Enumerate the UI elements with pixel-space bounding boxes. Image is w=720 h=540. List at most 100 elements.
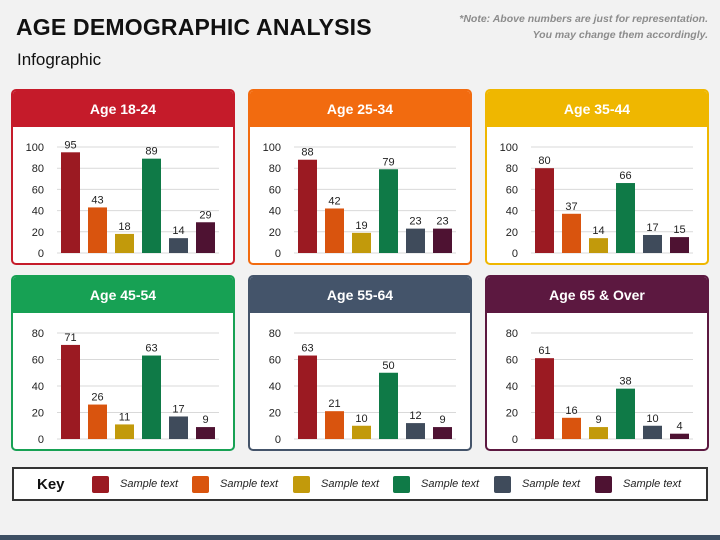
y-tick-label: 80 [269, 328, 281, 340]
bar [616, 388, 635, 439]
data-label: 63 [301, 343, 313, 355]
data-label: 10 [355, 413, 367, 425]
y-tick-label: 60 [269, 184, 281, 196]
bar [115, 424, 134, 439]
bar [562, 213, 581, 253]
bar [196, 427, 215, 439]
data-label: 17 [646, 222, 658, 234]
bar [433, 427, 452, 439]
y-tick-label: 60 [269, 355, 281, 367]
data-label: 23 [436, 216, 448, 228]
y-tick-label: 20 [269, 227, 281, 239]
key-swatch [494, 476, 511, 493]
bar [88, 207, 107, 253]
chart-title: Age 45-54 [13, 277, 233, 313]
note-line-1: *Note: Above numbers are just for repres… [459, 13, 708, 25]
data-label: 26 [91, 392, 103, 404]
bar [670, 433, 689, 439]
data-label: 9 [439, 414, 445, 426]
chart-title: Age 55-64 [250, 277, 470, 313]
bar [643, 425, 662, 439]
bar-chart: 0 20 40 60 80 100 95 43 18 89 14 29 [26, 139, 219, 260]
bar [535, 168, 554, 253]
bar [142, 355, 161, 439]
bar-chart: 0 20 40 60 80 100 88 42 19 79 23 23 [263, 142, 456, 260]
chart-title: Age 25-34 [250, 91, 470, 127]
y-tick-label: 0 [512, 434, 518, 446]
y-tick-label: 80 [269, 163, 281, 175]
bar [406, 423, 425, 439]
bar [643, 234, 662, 253]
bar [379, 372, 398, 439]
chart-panel-age-45-54: Age 45-54 0 20 40 60 80 71 26 11 63 17 9 [11, 275, 235, 451]
y-tick-label: 40 [32, 206, 44, 218]
data-label: 79 [382, 156, 394, 168]
data-label: 50 [382, 360, 394, 372]
key-title: Key [37, 476, 65, 493]
chart-panel-age-25-34: Age 25-34 0 20 40 60 80 100 88 42 19 79 23 23 [248, 89, 472, 265]
y-tick-label: 80 [32, 328, 44, 340]
data-label: 9 [202, 414, 208, 426]
bar [298, 355, 317, 439]
y-tick-label: 60 [506, 184, 518, 196]
key-swatch [293, 476, 310, 493]
data-label: 14 [592, 225, 604, 237]
y-tick-label: 40 [269, 381, 281, 393]
y-tick-label: 20 [269, 408, 281, 420]
bar [88, 404, 107, 439]
y-tick-label: 40 [269, 206, 281, 218]
bar [616, 183, 635, 253]
key-label: Sample text [321, 478, 380, 490]
page-title: AGE DEMOGRAPHIC ANALYSIS [16, 14, 372, 40]
data-label: 21 [328, 398, 340, 410]
chart-title: Age 65 & Over [487, 277, 707, 313]
y-tick-label: 0 [275, 248, 281, 260]
bar [61, 152, 80, 253]
bar [298, 159, 317, 253]
data-label: 19 [355, 220, 367, 232]
page-subtitle: Infographic [17, 50, 102, 69]
y-tick-label: 60 [32, 355, 44, 367]
bar [670, 237, 689, 253]
y-tick-label: 60 [32, 184, 44, 196]
y-tick-label: 0 [38, 434, 44, 446]
bar [352, 425, 371, 439]
key-swatch [192, 476, 209, 493]
y-tick-label: 100 [263, 142, 281, 154]
chart-panel-age-18-24: Age 18-24 0 20 40 60 80 100 95 43 18 89 14 29 [11, 89, 235, 265]
bar [535, 358, 554, 439]
data-label: 71 [64, 332, 76, 344]
data-label: 17 [172, 403, 184, 415]
bar [196, 222, 215, 253]
bar [562, 417, 581, 439]
chart-panel-age-55-64: Age 55-64 0 20 40 60 80 63 21 10 50 12 9 [248, 275, 472, 451]
chart-panel-age-65-over: Age 65 & Over 0 20 40 60 80 61 16 9 38 10 4 [485, 275, 709, 451]
bar [406, 228, 425, 253]
bar [433, 228, 452, 253]
data-label: 9 [595, 414, 601, 426]
y-tick-label: 20 [32, 227, 44, 239]
y-tick-label: 0 [512, 248, 518, 260]
data-label: 10 [646, 413, 658, 425]
data-label: 11 [119, 411, 130, 423]
bar [169, 416, 188, 439]
y-tick-label: 80 [32, 163, 44, 175]
key-swatch [92, 476, 109, 493]
key-label: Sample text [220, 478, 279, 490]
bar [142, 158, 161, 253]
bar-chart: 0 20 40 60 80 71 26 11 63 17 9 [32, 328, 219, 446]
bar-chart: 0 20 40 60 80 63 21 10 50 12 9 [269, 328, 456, 446]
bar [115, 233, 134, 253]
bar-chart: 0 20 40 60 80 61 16 9 38 10 4 [506, 328, 693, 446]
representation-note: *Note: Above numbers are just for repres… [459, 11, 708, 43]
y-tick-label: 40 [506, 381, 518, 393]
bar [379, 169, 398, 253]
y-tick-label: 80 [506, 163, 518, 175]
key-label: Sample text [522, 478, 581, 490]
bar-chart: 0 20 40 60 80 100 80 37 14 66 17 15 [500, 142, 693, 260]
chart-title: Age 35-44 [487, 91, 707, 127]
data-label: 12 [409, 410, 421, 422]
key-label: Sample text [623, 478, 682, 490]
data-label: 4 [676, 421, 682, 433]
data-label: 89 [145, 146, 157, 158]
